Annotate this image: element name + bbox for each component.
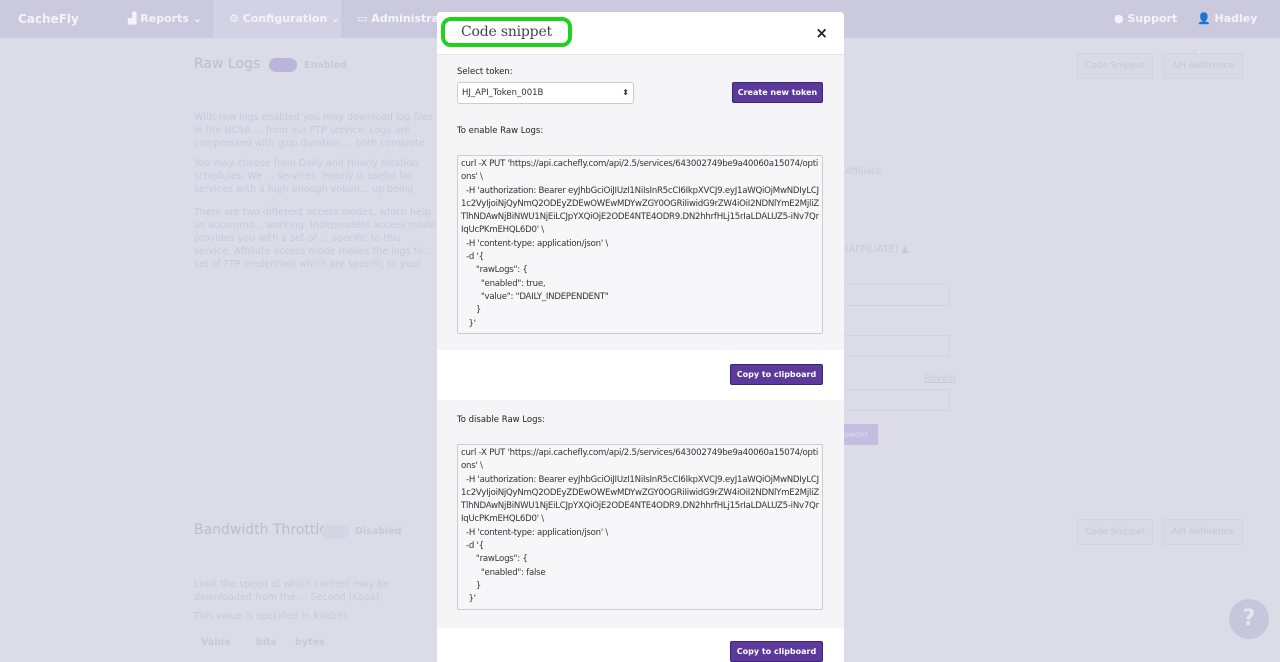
bandwidth-title: Bandwidth Throttle: [194, 522, 328, 538]
col-value: Value: [201, 637, 231, 648]
bg-affiliate: Affiliate: [845, 166, 882, 177]
col-bits: bits: [256, 637, 277, 648]
create-new-token-button[interactable]: Create new token: [732, 82, 823, 103]
bg-affiliate-mode: (AFFILIATE) ▲: [845, 244, 909, 255]
nav-support-label: Support: [1127, 12, 1178, 25]
bg-reveal-link[interactable]: Reveal: [924, 373, 956, 384]
copy-to-clipboard-button-2[interactable]: Copy to clipboard: [730, 641, 823, 662]
bg-input-3[interactable]: [840, 389, 950, 411]
nav-reports-label: Reports: [140, 12, 189, 25]
nav-reports[interactable]: ▟ Reports ⌄: [128, 12, 202, 25]
copy-to-clipboard-button[interactable]: Copy to clipboard: [730, 364, 823, 385]
token-select[interactable]: HJ_API_Token_001B ⬍: [457, 82, 634, 104]
bg-api-reference-button[interactable]: API Reference: [1163, 53, 1243, 79]
enable-code-textarea[interactable]: curl -X PUT 'https://api.cachefly.com/ap…: [457, 155, 823, 334]
modal-title: Code snippet: [441, 17, 572, 47]
disable-code-textarea[interactable]: curl -X PUT 'https://api.cachefly.com/ap…: [457, 444, 823, 610]
col-bytes: bytes: [295, 637, 325, 648]
code-snippet-modal: Code snippet × Select token: HJ_API_Toke…: [437, 12, 844, 662]
enable-section: Select token: HJ_API_Token_001B ⬍ Create …: [437, 55, 844, 350]
bandwidth-status: Disabled: [355, 526, 402, 537]
bw-para: Limit the speed at which content may be …: [194, 579, 390, 603]
chart-icon: ▟: [128, 12, 141, 25]
bg-para-2: You may choose from Daily and Hourly rot…: [194, 158, 419, 195]
token-select-value: HJ_API_Token_001B: [462, 88, 544, 98]
nav-configuration-label: Configuration: [242, 12, 328, 25]
raw-logs-toggle[interactable]: [269, 58, 297, 72]
raw-logs-status: Enabled: [304, 60, 347, 71]
bw-para-2: This value is specified in Kilobits: [194, 611, 348, 622]
bg-para-3: There are two different access modes, wh…: [194, 207, 436, 270]
bg-password-button[interactable]: sword: [840, 424, 878, 445]
user-icon: 👤: [1197, 12, 1215, 25]
bg-code-snippet-button-2[interactable]: Code Snippet: [1077, 519, 1153, 545]
enable-label: To enable Raw Logs:: [457, 126, 544, 136]
bg-code-snippet-button[interactable]: Code Snippet: [1077, 53, 1153, 79]
copy-row-1: Copy to clipboard: [437, 350, 844, 400]
nav-user[interactable]: 👤 Hadley Jones: [1197, 0, 1280, 63]
disable-label: To disable Raw Logs:: [457, 415, 545, 425]
bg-input-2[interactable]: [840, 335, 950, 357]
bg-para-1: With raw logs enabled you may download l…: [194, 112, 433, 149]
raw-logs-title: Raw Logs: [194, 56, 261, 72]
close-icon[interactable]: ×: [815, 24, 828, 42]
help-button[interactable]: ?: [1229, 599, 1269, 639]
bg-api-reference-button-2[interactable]: API Reference: [1163, 519, 1243, 545]
nav-support[interactable]: ● Support: [1114, 0, 1177, 38]
copy-row-2: Copy to clipboard: [437, 628, 844, 662]
bg-input-1[interactable]: [840, 284, 950, 306]
help-circle-icon: ●: [1114, 12, 1128, 25]
select-arrows-icon: ⬍: [622, 88, 629, 97]
gear-icon: ⚙: [229, 12, 243, 25]
disable-section: To disable Raw Logs: curl -X PUT 'https:…: [437, 400, 844, 628]
select-token-label: Select token:: [457, 67, 513, 77]
nav-configuration[interactable]: ⚙ Configuration ⌄: [213, 0, 341, 38]
monitor-icon: ▭: [357, 12, 372, 25]
bandwidth-toggle[interactable]: [321, 525, 349, 539]
logo[interactable]: CacheFly: [18, 12, 79, 26]
modal-header: Code snippet ×: [437, 12, 844, 55]
